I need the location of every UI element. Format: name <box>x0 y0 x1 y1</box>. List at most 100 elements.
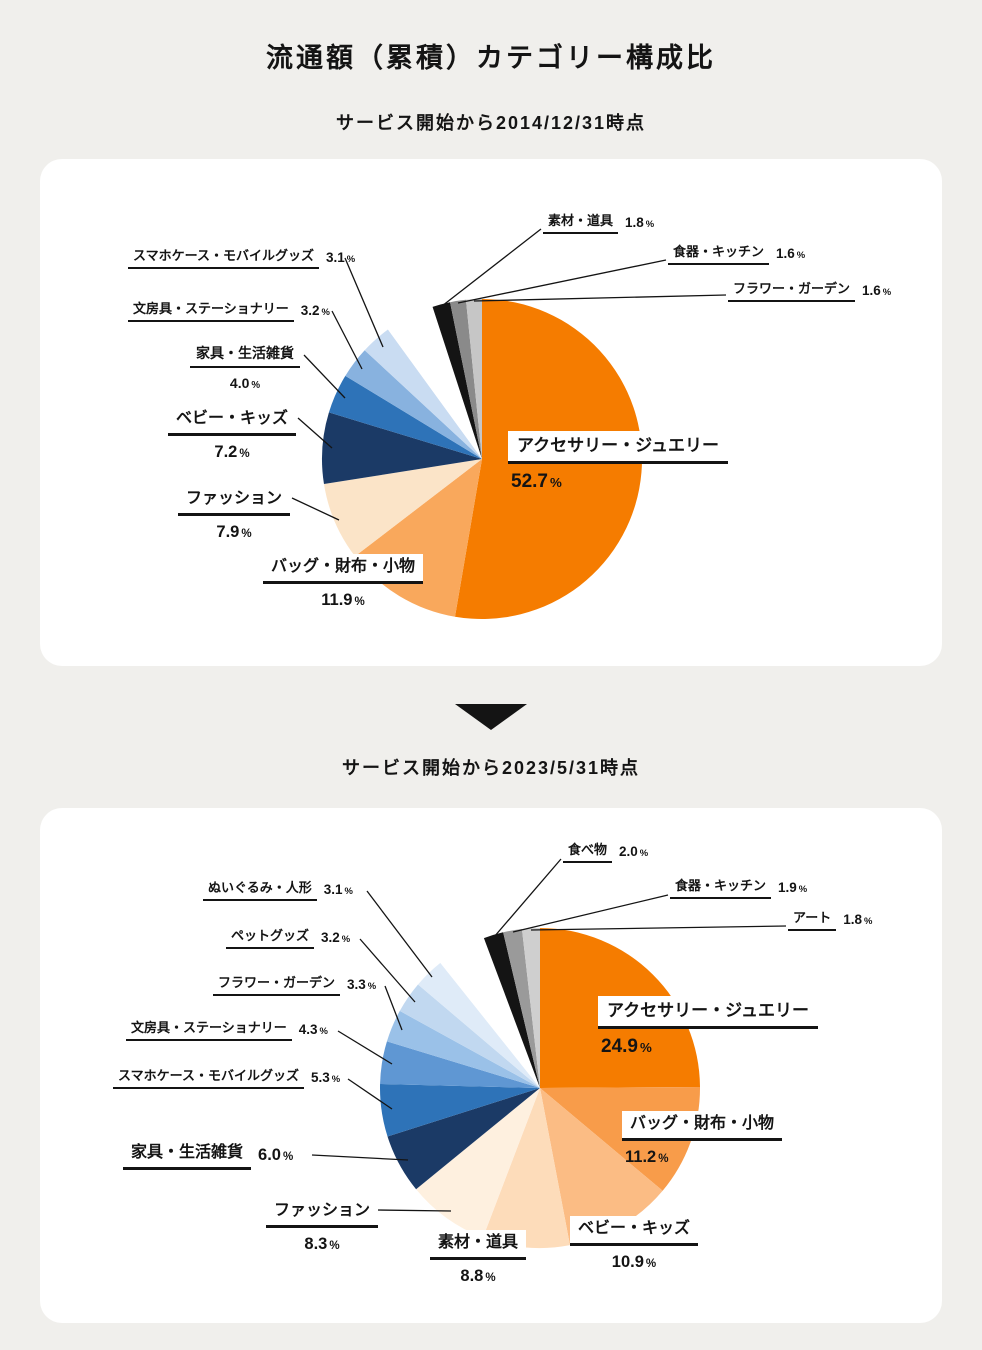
category-value: 4.3% <box>299 1022 328 1037</box>
leader-line <box>441 228 542 307</box>
category-name: ぬいぐるみ・人形 <box>203 878 317 902</box>
category-value-number: 4.0 <box>229 374 250 391</box>
pie-slice <box>380 1041 540 1088</box>
page-title: 流通額（累積）カテゴリー構成比 <box>266 43 716 73</box>
category-value-number: 3.1 <box>323 882 343 898</box>
category-name: 食器・キッチン <box>668 242 770 266</box>
leader-line <box>344 257 384 348</box>
pie-slice <box>503 929 540 1088</box>
category-label-group: 食べ物 2.0% <box>563 840 648 864</box>
category-label-group: 素材・道具 1.8% <box>543 211 654 235</box>
leader-line <box>384 985 403 1031</box>
pie-slice <box>482 1088 570 1249</box>
leader-line <box>366 890 433 978</box>
leader-line <box>530 925 787 931</box>
category-label-group: バッグ・財布・小物 11.2% <box>622 1111 783 1167</box>
category-label-group: 家具・生活雑貨 6.0% <box>123 1140 293 1170</box>
category-name: 素材・道具 <box>543 211 619 235</box>
pie-slice <box>364 329 482 459</box>
leader-line <box>347 1078 393 1110</box>
category-value-number: 3.2 <box>321 930 340 946</box>
pie-slice <box>416 1088 540 1238</box>
percent-sign: % <box>251 379 261 391</box>
category-value: 3.2% <box>301 303 330 318</box>
category-name: ベビー・キッズ <box>168 406 297 436</box>
category-value-number: 2.0 <box>619 844 638 860</box>
category-name: アート <box>788 908 837 932</box>
category-label-group: フラワー・ガーデン 1.6% <box>728 279 892 303</box>
category-value-number: 1.9 <box>778 880 797 896</box>
category-value-number: 6.0 <box>258 1145 281 1164</box>
category-name: ファッション <box>266 1198 379 1228</box>
pie-slice <box>465 299 482 459</box>
percent-sign: % <box>798 884 808 896</box>
category-value: 4.0% <box>230 375 260 391</box>
category-name: アクセサリー・ジュエリー <box>598 996 818 1030</box>
category-value-number: 3.2 <box>300 303 320 319</box>
category-value: 1.9% <box>778 880 807 895</box>
percent-sign: % <box>344 886 353 898</box>
category-value: 2.0% <box>619 844 648 859</box>
pie-slice <box>432 302 482 459</box>
category-label-group: 食器・キッチン 1.9% <box>670 876 807 900</box>
category-value-number: 8.8 <box>460 1267 484 1285</box>
percent-sign: % <box>645 219 655 231</box>
pie-card-2014: アクセサリー・ジュエリー 52.7% バッグ・財布・小物 11.9% ファッション 7.9… <box>40 159 942 666</box>
category-value-number: 10.9 <box>611 1253 644 1271</box>
category-value-number: 1.6 <box>776 246 795 262</box>
pie-slice <box>328 375 482 459</box>
category-value: 6.0% <box>258 1146 293 1165</box>
category-name: バッグ・財布・小物 <box>622 1111 783 1141</box>
category-value: 8.8% <box>460 1267 495 1286</box>
leader-line <box>337 1030 393 1065</box>
percent-sign: % <box>658 1153 669 1165</box>
category-value: 1.8% <box>843 912 872 927</box>
chart1-period-subtitle: サービス開始から2014/12/31時点 <box>335 113 647 133</box>
pie-slice <box>521 928 540 1088</box>
percent-sign: % <box>485 1272 496 1284</box>
category-name: 文房具・ステーショナリー <box>128 299 294 323</box>
category-value-number: 3.1 <box>325 250 345 266</box>
category-label-group: 文房具・ステーショナリー 4.3% <box>126 1018 328 1042</box>
category-label-group: 素材・道具 8.8% <box>430 1230 527 1286</box>
percent-sign: % <box>241 528 252 540</box>
category-value-number: 7.2 <box>214 443 238 461</box>
pie-slice <box>418 962 540 1088</box>
category-value: 1.8% <box>625 215 654 230</box>
category-value: 11.9% <box>321 591 365 610</box>
pie-slice <box>323 459 482 557</box>
category-label-group: ファッション 8.3% <box>266 1198 379 1254</box>
pie-slice <box>322 412 482 485</box>
category-value-number: 52.7 <box>511 471 548 493</box>
category-label-group: ベビー・キッズ 7.2% <box>168 406 297 462</box>
category-label-group: スマホケース・モバイルグッズ 3.1% <box>128 246 355 270</box>
category-label-group: アクセサリー・ジュエリー 24.9% <box>598 996 818 1058</box>
percent-sign: % <box>331 1074 341 1086</box>
category-value: 3.1% <box>326 250 355 265</box>
category-value-number: 11.9 <box>321 591 353 609</box>
category-value: 7.9% <box>216 523 251 542</box>
category-name: 家具・生活雑貨 <box>123 1140 252 1170</box>
pie-slice <box>387 1088 540 1190</box>
category-name: 食べ物 <box>563 840 613 864</box>
category-value: 7.2% <box>214 443 249 462</box>
pie-slice <box>483 932 540 1088</box>
category-name: アクセサリー・ジュエリー <box>508 431 728 465</box>
percent-sign: % <box>882 287 892 299</box>
category-name: 文房具・ステーショナリー <box>126 1018 292 1042</box>
category-value-number: 5.3 <box>310 1070 330 1086</box>
category-value: 52.7% <box>511 471 562 493</box>
category-name: フラワー・ガーデン <box>213 973 341 997</box>
category-label-group: ぬいぐるみ・人形 3.1% <box>203 878 353 902</box>
leader-line <box>359 938 416 1003</box>
category-value: 11.2% <box>625 1148 669 1167</box>
leader-line <box>331 310 363 370</box>
category-label-group: スマホケース・モバイルグッズ 5.3% <box>113 1066 341 1090</box>
category-label-group: アクセサリー・ジュエリー 52.7% <box>508 431 728 493</box>
pie-card-2023: アクセサリー・ジュエリー 24.9% バッグ・財布・小物 11.2% ベビー・キッズ 10… <box>40 808 942 1323</box>
category-name: スマホケース・モバイルグッズ <box>128 246 319 270</box>
category-label-group: フラワー・ガーデン 3.3% <box>213 973 376 997</box>
category-value-number: 4.3 <box>298 1022 318 1038</box>
percent-sign: % <box>549 475 562 491</box>
